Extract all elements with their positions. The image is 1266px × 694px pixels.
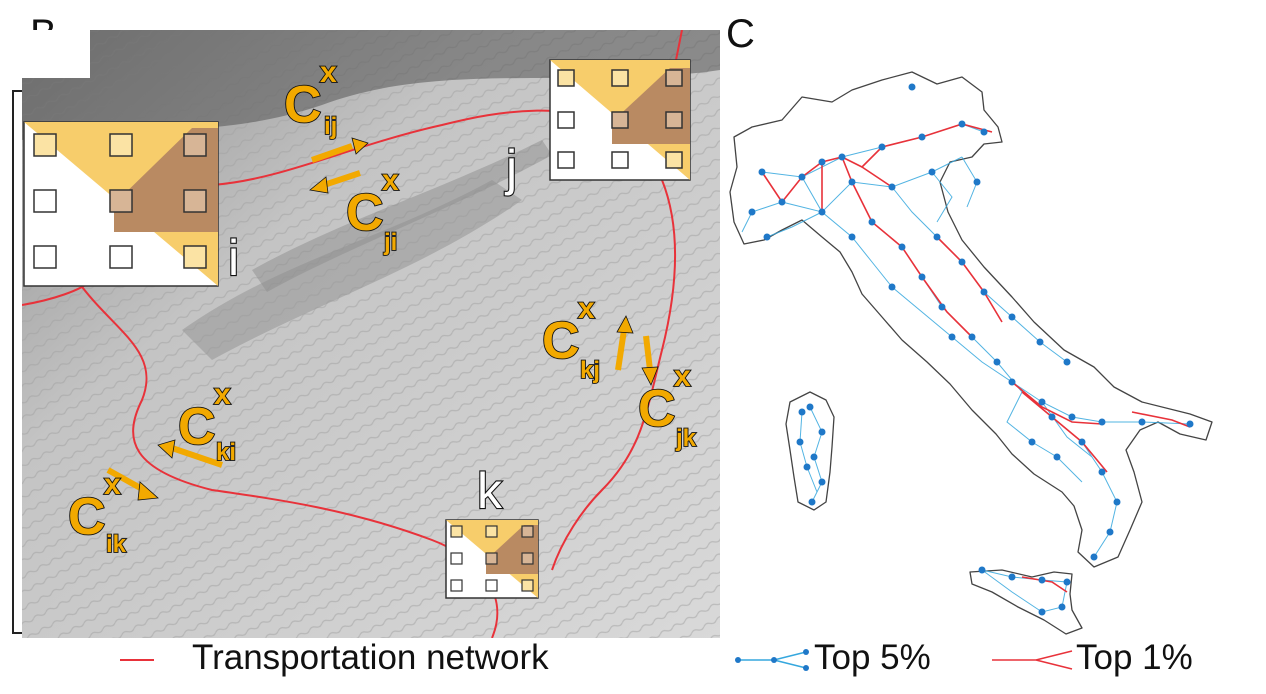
svg-text:x: x (320, 56, 337, 89)
node-j-label: j (504, 140, 517, 196)
flow-arrowhead-kj (616, 315, 634, 334)
svg-text:x: x (104, 468, 121, 501)
flow-arrows (106, 137, 659, 501)
svg-text:kj: kj (580, 357, 600, 384)
svg-text:jk: jk (675, 425, 697, 452)
node-k-label: k (477, 463, 503, 519)
legend-transportation-label: Transportation network (192, 638, 549, 677)
italy-network-map (729, 71, 1213, 635)
svg-text:ik: ik (106, 531, 127, 558)
svg-text:C: C (178, 398, 216, 456)
flow-arrow-ki (171, 445, 223, 468)
svg-text:C: C (284, 76, 322, 134)
flow-arrowhead-ki (157, 439, 176, 459)
svg-text:x: x (674, 360, 691, 393)
legend-top1-symbol (992, 649, 1073, 670)
legend-transportation: Transportation network (120, 640, 549, 675)
patch-j (549, 59, 691, 181)
flow-arrowhead-jk (641, 366, 659, 386)
svg-text:x: x (214, 378, 231, 411)
legend-top5-symbol (735, 648, 809, 671)
svg-text:ij: ij (324, 113, 337, 140)
sicily-outline (969, 569, 1083, 635)
mountain-ridge (22, 30, 720, 140)
node-i-label: i (228, 230, 239, 286)
legend-top5: Top 5% (734, 640, 931, 675)
svg-text:C: C (638, 380, 676, 438)
italy-mainland-outline (729, 71, 1213, 568)
scale-bar (12, 90, 22, 634)
flow-arrow-ik (106, 467, 146, 493)
relief-map: i j k C x ij C x ji C x kj (22, 30, 720, 638)
flow-label-ij: C x ij (283, 55, 338, 141)
flow-arrowhead-ik (137, 481, 159, 501)
svg-text:ki: ki (216, 439, 236, 466)
patch-k (445, 519, 539, 599)
flow-label-jk: C x jk (637, 359, 697, 453)
svg-text:x: x (578, 292, 595, 325)
svg-text:C: C (346, 184, 384, 242)
flow-label-ji: C x ji (345, 163, 400, 257)
flow-label-ik: C x ik (67, 467, 127, 559)
svg-text:x: x (382, 164, 399, 197)
flow-label-kj: C x kj (541, 291, 601, 385)
svg-text:C: C (542, 312, 580, 370)
legend-top5-label: Top 5% (814, 638, 931, 677)
legend-top1-label: Top 1% (1076, 638, 1193, 677)
ridge-band (182, 180, 522, 360)
flow-arrowhead-ij (351, 137, 369, 155)
flow-arrow-ij (311, 143, 353, 163)
flow-arrow-jk (643, 335, 653, 371)
flow-arrow-ji (323, 170, 361, 188)
ridge-band (252, 140, 552, 292)
legend-road-swatch (120, 658, 154, 661)
patch-i (23, 121, 219, 287)
panel-c-letter: C (726, 12, 755, 56)
top5-nodes (748, 83, 1194, 616)
svg-text:C: C (68, 488, 106, 546)
flow-label-ki: C x ki (177, 377, 237, 467)
road-jk (551, 179, 677, 571)
flow-arrow-kj (615, 329, 627, 371)
svg-text:ji: ji (383, 229, 397, 256)
flow-arrowhead-ji (309, 176, 329, 194)
legend-top1: Top 1% (990, 640, 1193, 675)
label-mask (22, 30, 90, 78)
